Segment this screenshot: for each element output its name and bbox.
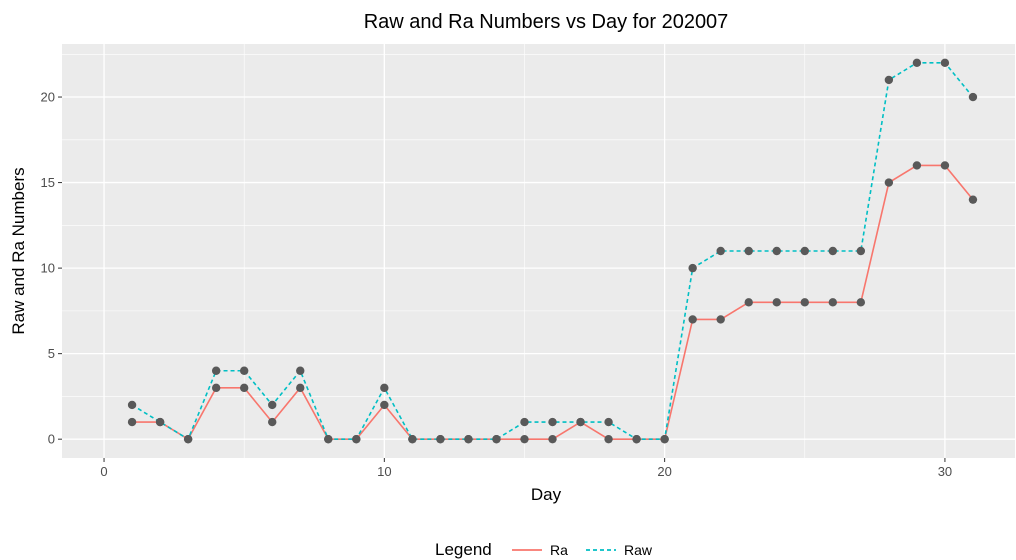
data-point-ra [604, 434, 613, 444]
y-tick-label: 15 [41, 175, 55, 190]
data-point-ra [772, 298, 781, 307]
data-point-raw [576, 417, 585, 427]
data-point-raw [211, 366, 221, 375]
data-point-ra [268, 417, 277, 427]
data-point-ra [856, 298, 866, 307]
data-point-raw [828, 246, 838, 256]
x-tick-label: 10 [377, 464, 391, 479]
data-point-raw [660, 434, 669, 444]
data-point-raw [688, 263, 697, 273]
data-point-raw [408, 434, 417, 444]
x-tick-label: 20 [657, 464, 671, 479]
data-point-raw [155, 417, 165, 427]
data-point-raw [183, 434, 193, 444]
y-tick-label: 5 [48, 346, 55, 361]
data-point-ra [800, 298, 809, 307]
data-point-ra [688, 315, 697, 324]
data-point-raw [632, 434, 641, 444]
y-tick-label: 10 [41, 261, 55, 276]
x-tick-label: 0 [100, 464, 107, 479]
grid-lines [62, 44, 1015, 458]
data-point-raw [268, 400, 277, 410]
data-point-raw [884, 75, 894, 85]
data-point-raw [800, 246, 809, 256]
data-point-raw [436, 434, 445, 444]
data-point-ra [520, 434, 529, 444]
data-point-raw [239, 366, 249, 375]
data-point-raw [127, 400, 137, 410]
data-point-raw [324, 434, 333, 444]
data-point-raw [548, 417, 557, 427]
legend-label-raw: Raw [624, 542, 653, 558]
x-tick-label: 30 [938, 464, 952, 479]
data-point-ra [211, 383, 221, 393]
data-point-raw [604, 417, 613, 427]
data-point-ra [940, 161, 950, 170]
legend-label-ra: Ra [550, 542, 568, 558]
data-point-ra [239, 383, 249, 393]
data-point-raw [492, 434, 501, 444]
data-point-raw [968, 92, 978, 102]
data-point-raw [352, 434, 361, 444]
data-point-ra [912, 161, 922, 170]
data-point-ra [380, 400, 389, 410]
legend-title: Legend [435, 540, 492, 559]
data-point-raw [296, 366, 305, 375]
data-point-raw [520, 417, 529, 427]
y-axis-title: Raw and Ra Numbers [9, 167, 28, 334]
data-point-ra [968, 195, 978, 204]
data-point-raw [380, 383, 389, 393]
data-point-ra [296, 383, 305, 393]
data-point-raw [464, 434, 473, 444]
data-point-raw [912, 58, 922, 68]
data-point-raw [744, 246, 753, 256]
data-point-raw [856, 246, 866, 256]
points-layer [127, 58, 978, 444]
chart-title: Raw and Ra Numbers vs Day for 202007 [364, 11, 729, 33]
data-point-ra [744, 298, 753, 307]
x-axis-title: Day [531, 485, 562, 504]
legend: Legend Ra Raw [435, 540, 653, 559]
data-point-ra [127, 417, 137, 427]
data-point-ra [548, 434, 557, 444]
data-point-ra [884, 178, 894, 187]
data-point-ra [828, 298, 838, 307]
y-tick-label: 20 [41, 90, 55, 105]
data-point-raw [772, 246, 781, 256]
data-point-ra [716, 315, 725, 324]
axes: 0 5 10 15 20 0 10 20 30 [41, 90, 953, 479]
y-tick-label: 0 [48, 432, 55, 447]
data-point-raw [716, 246, 725, 256]
data-point-raw [940, 58, 950, 68]
